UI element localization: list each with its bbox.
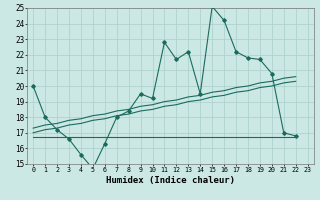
X-axis label: Humidex (Indice chaleur): Humidex (Indice chaleur) (106, 176, 235, 185)
